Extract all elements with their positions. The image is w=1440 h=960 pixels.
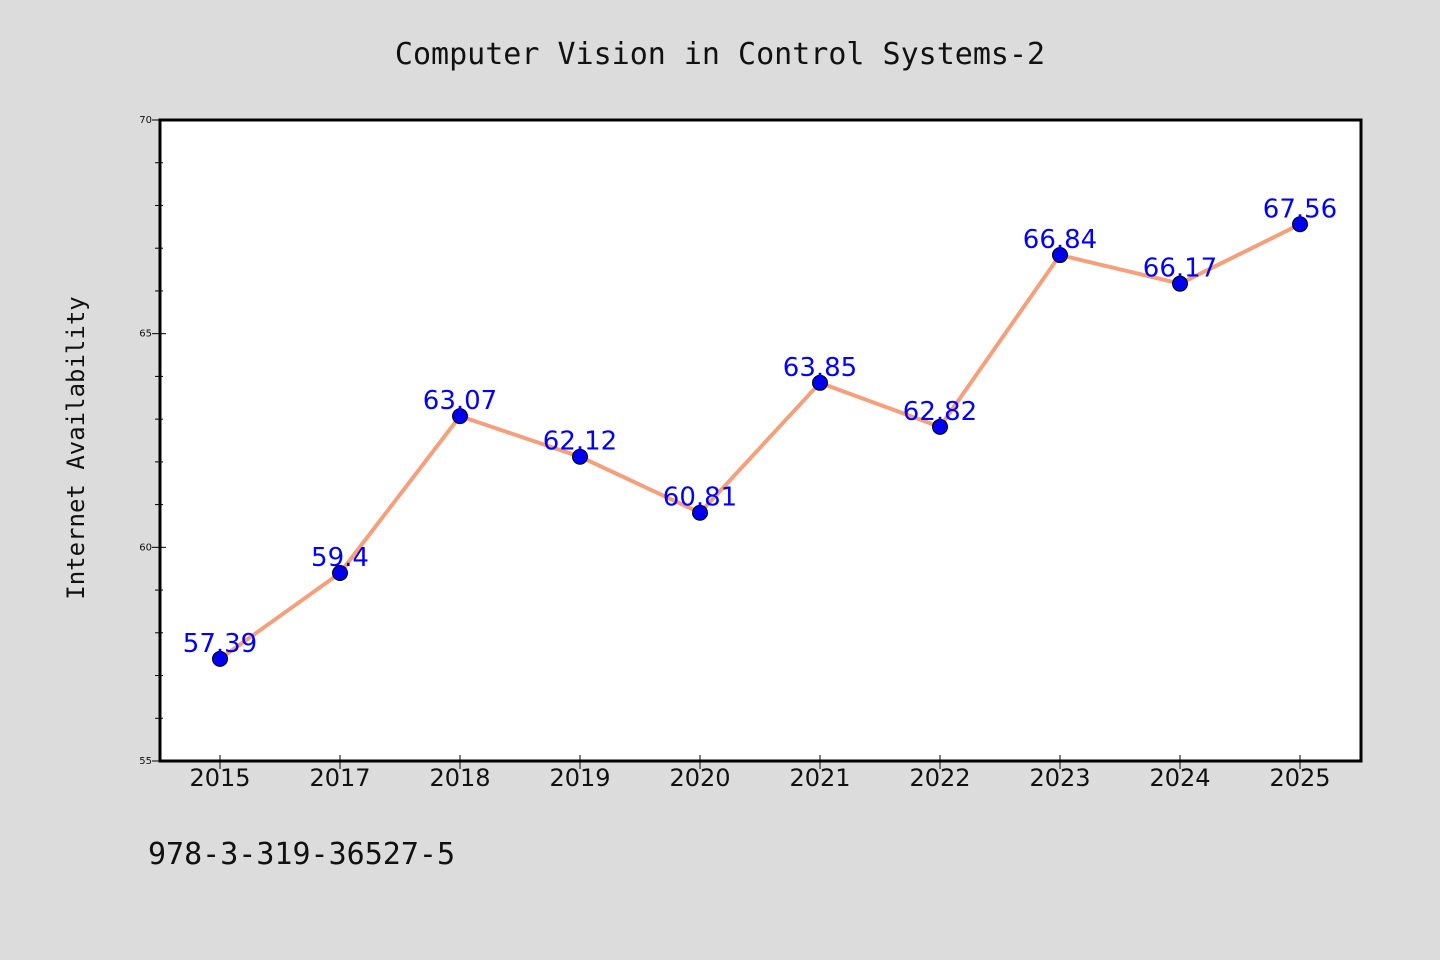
chart-title: Computer Vision in Control Systems-2 [395,37,1045,72]
x-tick-label: 2020 [669,764,730,792]
series-layer: 57.39 59.4 63.07 62.12 60.81 63.85 62.82 66.84 6… [183,194,1337,667]
y-tick-label: 60 [139,542,152,553]
x-axis: 2015 2017 2018 2019 2020 2021 2022 2023 2024 2025 [189,755,1331,792]
x-tick-label: 2021 [789,764,850,792]
x-tick-label: 2015 [189,764,250,792]
footer-code: 978-3-319-36527-5 [148,837,455,872]
data-point [1052,247,1068,264]
data-label: 60.81 [663,483,737,513]
x-tick-label: 2019 [549,764,610,792]
y-tick-label: 65 [139,329,152,340]
data-point [1172,275,1188,292]
data-label: 66.84 [1023,225,1097,255]
data-label: 62.82 [903,397,977,427]
x-tick-label: 2018 [429,764,490,792]
y-axis-label: Internet Availability [62,296,90,599]
data-point [1292,216,1308,233]
data-point [452,408,468,425]
plot-frame [158,118,1363,763]
data-label: 66.17 [1143,254,1217,284]
x-tick-label: 2022 [909,764,970,792]
plot-area [160,120,1361,761]
x-tick-label: 2025 [1269,764,1330,792]
x-tick-label: 2023 [1029,764,1090,792]
series-line [218,222,1302,661]
data-point [332,564,348,581]
data-point [692,504,708,521]
data-label: 63.07 [423,386,497,416]
y-tick-label: 55 [139,756,152,767]
data-point [212,650,228,667]
x-tick-label: 2017 [309,764,370,792]
x-tick-label: 2024 [1149,764,1210,792]
data-point [932,418,948,435]
y-tick-label: 70 [139,115,152,126]
data-point [572,448,588,465]
data-label: 67.56 [1263,194,1337,224]
data-label: 59.4 [311,543,369,573]
data-point [812,374,828,391]
data-label: 57.39 [183,629,257,659]
data-label: 62.12 [543,427,617,457]
data-label: 63.85 [783,353,857,383]
